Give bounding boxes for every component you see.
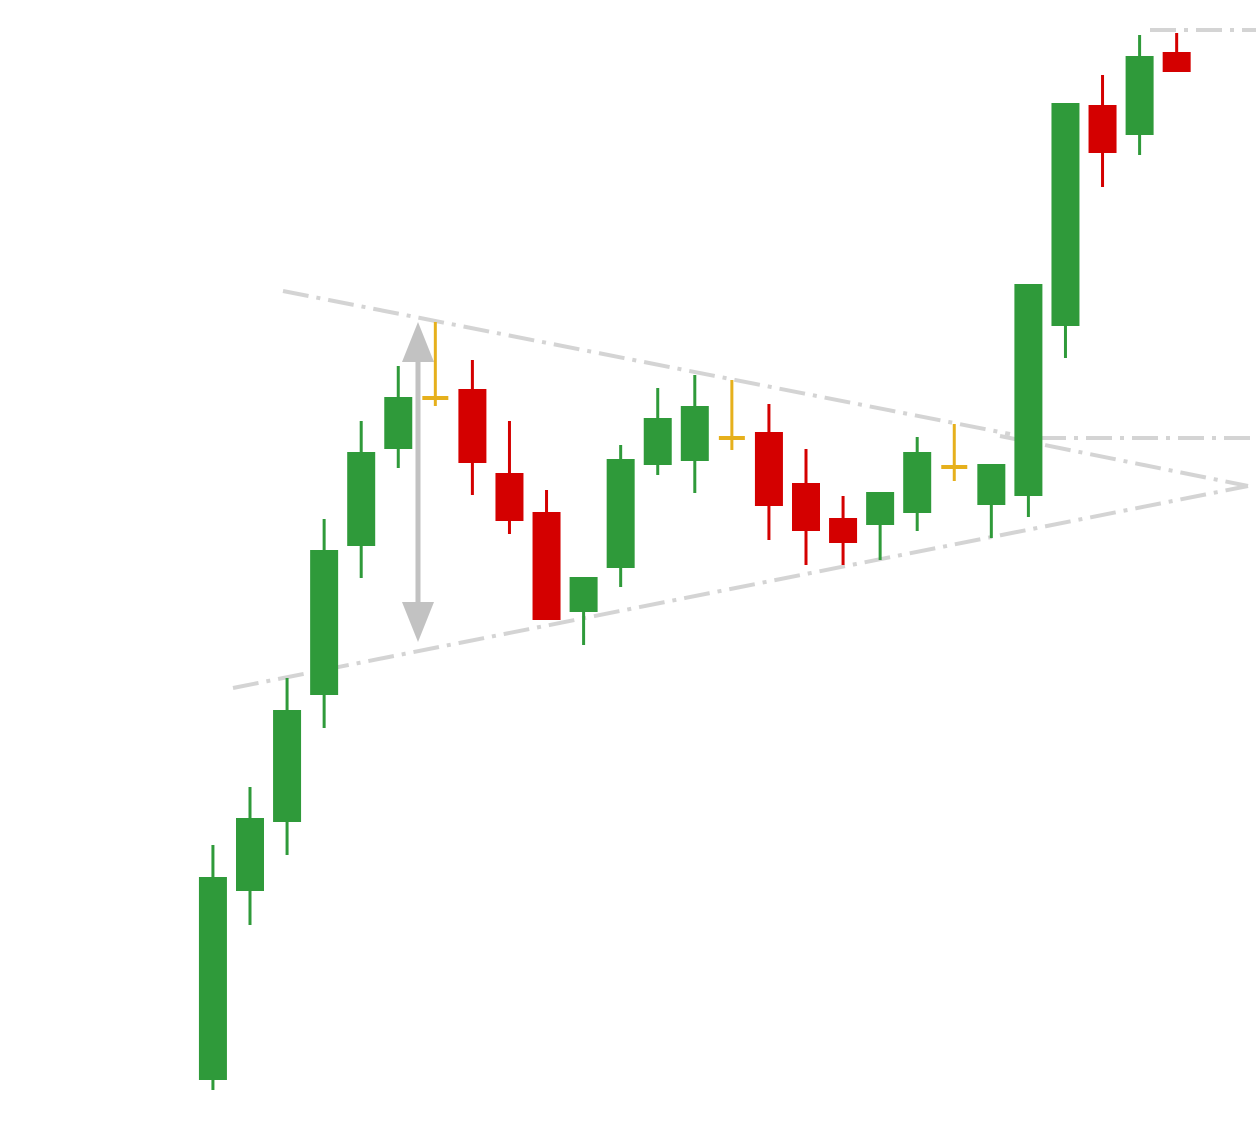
- arrow-head: [402, 322, 434, 362]
- candle-body: [569, 577, 598, 612]
- candle-body: [606, 459, 635, 568]
- candle-body: [495, 473, 524, 521]
- candle-body: [1088, 105, 1117, 153]
- height-arrow: [402, 322, 434, 642]
- candle-body: [977, 464, 1006, 505]
- arrow-head: [402, 602, 434, 642]
- pattern-lines: [232, 28, 1256, 690]
- candle-body: [236, 818, 264, 891]
- candle-body: [643, 418, 672, 465]
- candle-body: [384, 397, 413, 449]
- candle-body: [792, 483, 820, 531]
- upper-trend-line: [282, 289, 1011, 436]
- candle-body: [532, 512, 561, 620]
- candle-body: [1051, 103, 1080, 326]
- candle-body: [866, 492, 895, 525]
- candle-body: [903, 452, 932, 513]
- candle-body: [1014, 284, 1043, 496]
- candle-body: [829, 518, 858, 543]
- candle-body: [1162, 52, 1191, 72]
- candle-body: [1125, 56, 1154, 135]
- candle-body: [198, 877, 227, 1080]
- converging-line: [999, 434, 1249, 488]
- candle-body: [347, 452, 376, 546]
- candle-body: [680, 406, 709, 461]
- lower-trend-line: [232, 484, 1249, 690]
- candle-body: [458, 389, 487, 463]
- candle-body: [273, 710, 302, 822]
- candle-body: [310, 550, 339, 695]
- candle-body: [754, 432, 783, 506]
- candles: [198, 33, 1191, 1090]
